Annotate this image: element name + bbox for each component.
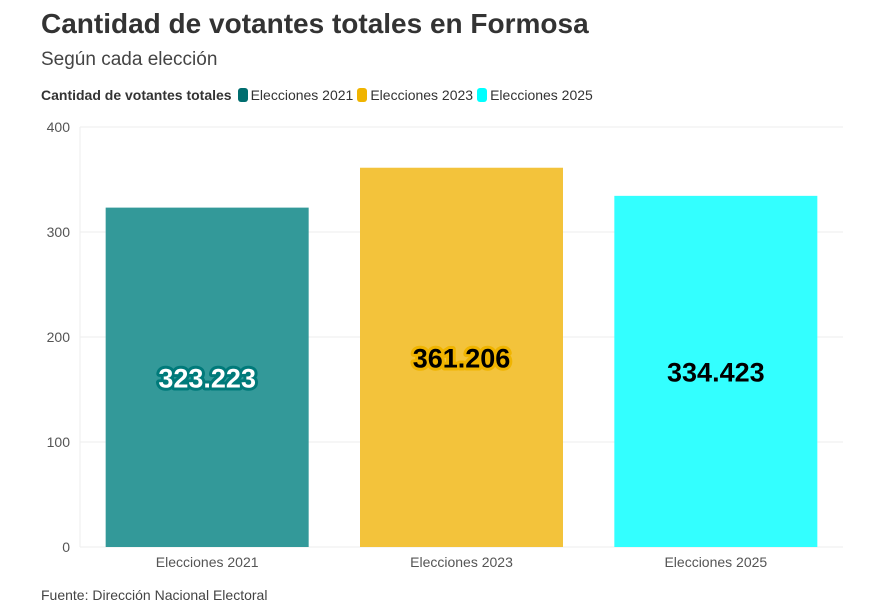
legend-label: Elecciones 2025 [490, 87, 593, 103]
legend-label: Elecciones 2023 [370, 87, 474, 103]
x-tick-label: Elecciones 2025 [664, 554, 767, 570]
data-label: 361.206 [413, 343, 511, 373]
y-tick-label: 100 [47, 434, 71, 450]
legend-swatch [357, 88, 368, 102]
y-tick-label: 0 [62, 539, 70, 555]
legend-title: Cantidad de votantes totales [41, 87, 232, 103]
chart-subtitle: Según cada elección [41, 49, 218, 70]
source-note: Fuente: Dirección Nacional Electoral [41, 587, 268, 603]
data-label: 323.223 [158, 363, 256, 393]
bar [105, 207, 309, 547]
legend-item: Elecciones 2023 [357, 87, 473, 103]
legend-swatch [477, 88, 488, 102]
legend-item: Elecciones 2021 [237, 87, 354, 103]
x-tick-label: Elecciones 2021 [156, 554, 259, 570]
y-tick-label: 300 [47, 224, 71, 240]
legend-label: Elecciones 2021 [250, 87, 354, 103]
bar [614, 195, 818, 548]
x-tick-label: Elecciones 2023 [410, 554, 513, 570]
legend-item: Elecciones 2025 [477, 87, 593, 103]
bar [360, 167, 563, 547]
legend: Cantidad de votantes totales Elecciones … [41, 87, 597, 103]
y-tick-label: 200 [47, 329, 71, 345]
chart-title: Cantidad de votantes totales en Formosa [41, 8, 589, 39]
y-tick-label: 400 [47, 119, 71, 135]
data-label: 334.423 [667, 357, 765, 387]
legend-swatch [237, 88, 248, 102]
